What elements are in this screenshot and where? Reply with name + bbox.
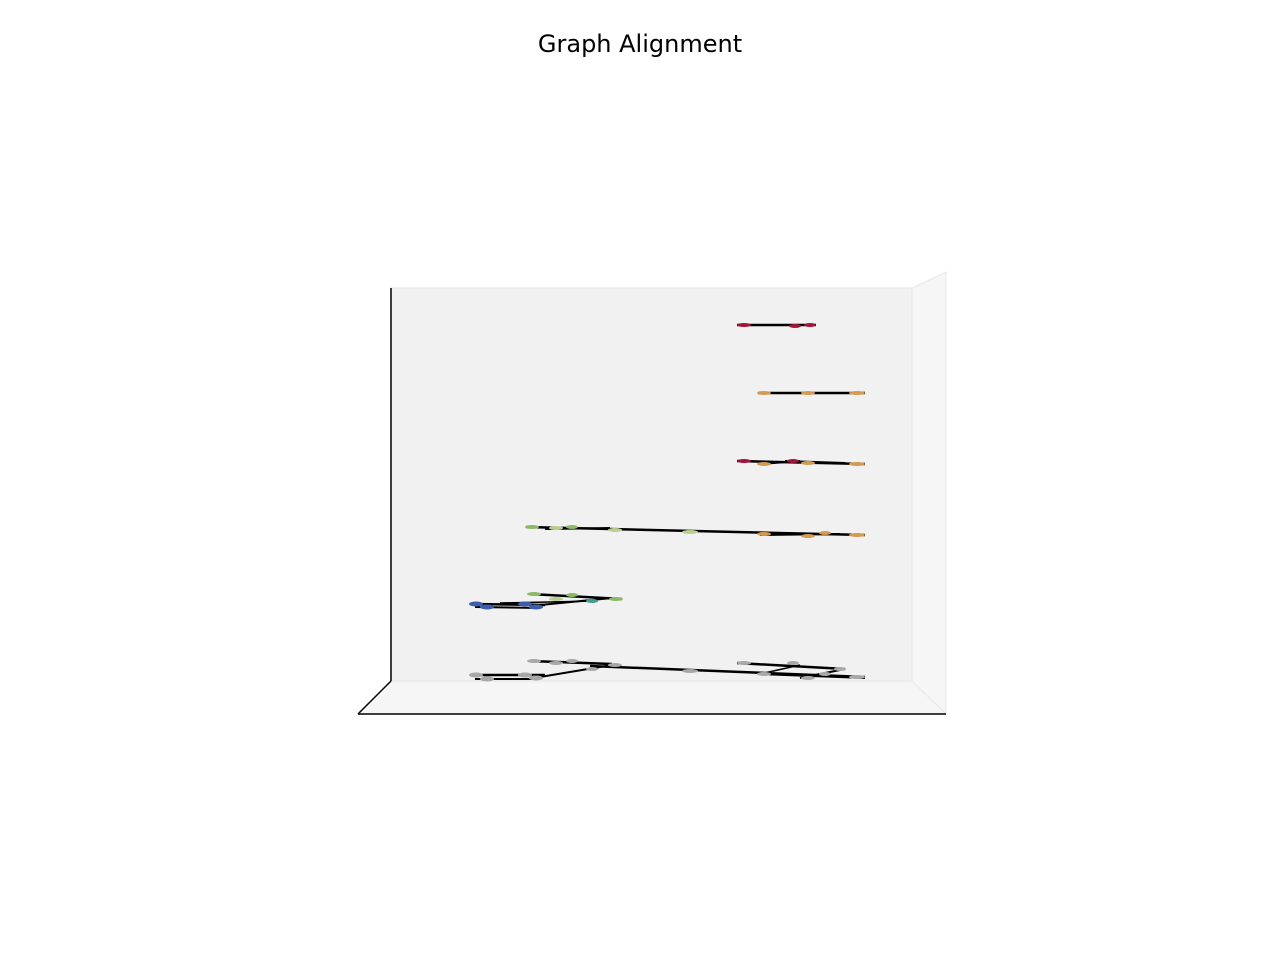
- graph-node: [801, 461, 815, 465]
- graph-layer-gray: [469, 659, 866, 682]
- graph-node: [819, 672, 831, 676]
- graph-node: [469, 672, 483, 678]
- graph-node: [529, 675, 543, 681]
- graph-node: [469, 601, 483, 607]
- graph-node: [525, 525, 539, 529]
- graph-node: [787, 661, 799, 665]
- graph-node: [801, 391, 815, 395]
- graph-node: [518, 601, 532, 607]
- graph-node: [804, 323, 816, 327]
- graph-node: [849, 675, 865, 679]
- graph-node: [757, 532, 771, 536]
- graph-layer-green-orange: [525, 525, 866, 538]
- graph-node: [586, 599, 598, 603]
- graph-node: [549, 526, 563, 530]
- graph-node: [527, 592, 541, 596]
- y-axis-line: [357, 680, 392, 715]
- axes-3d: [356, 271, 948, 716]
- graph-node: [834, 667, 846, 671]
- graph-layer-orange: [757, 391, 865, 395]
- graph-node: [819, 531, 831, 535]
- graph-node: [849, 462, 865, 466]
- graph-node: [527, 659, 541, 663]
- graph-layer-blue-green: [469, 592, 623, 610]
- graph-node: [789, 324, 801, 328]
- graph-node: [566, 593, 578, 597]
- graph-node: [849, 391, 865, 395]
- graph-node: [849, 533, 865, 537]
- graph-node: [549, 597, 563, 601]
- figure-title: Graph Alignment: [538, 30, 742, 58]
- graph-node: [787, 459, 799, 463]
- graph-node: [757, 462, 771, 466]
- graph-node: [529, 604, 543, 610]
- graph-node: [518, 672, 532, 678]
- graph-node: [737, 661, 751, 665]
- graph-node: [480, 604, 494, 610]
- graph-node: [566, 659, 578, 663]
- graph-node: [480, 676, 494, 682]
- graph-layer-red-orange: [736, 459, 866, 466]
- graph-node: [608, 663, 622, 667]
- graph-node: [801, 676, 815, 680]
- graph-node: [757, 391, 771, 395]
- graph-node: [609, 597, 623, 601]
- graph-node: [737, 459, 751, 463]
- graph-node: [586, 667, 598, 671]
- graph-node: [608, 528, 622, 532]
- graph-node: [566, 525, 578, 529]
- graph-node: [737, 323, 751, 327]
- floor-pane: [356, 680, 948, 715]
- graph-node: [682, 669, 698, 673]
- graph-layer-red: [737, 323, 816, 328]
- graph-node: [549, 661, 563, 665]
- back-pane: [390, 287, 913, 682]
- graph-node: [801, 534, 815, 538]
- graph-node: [757, 672, 771, 676]
- graph-node: [682, 530, 698, 534]
- right-side-pane: [911, 271, 947, 716]
